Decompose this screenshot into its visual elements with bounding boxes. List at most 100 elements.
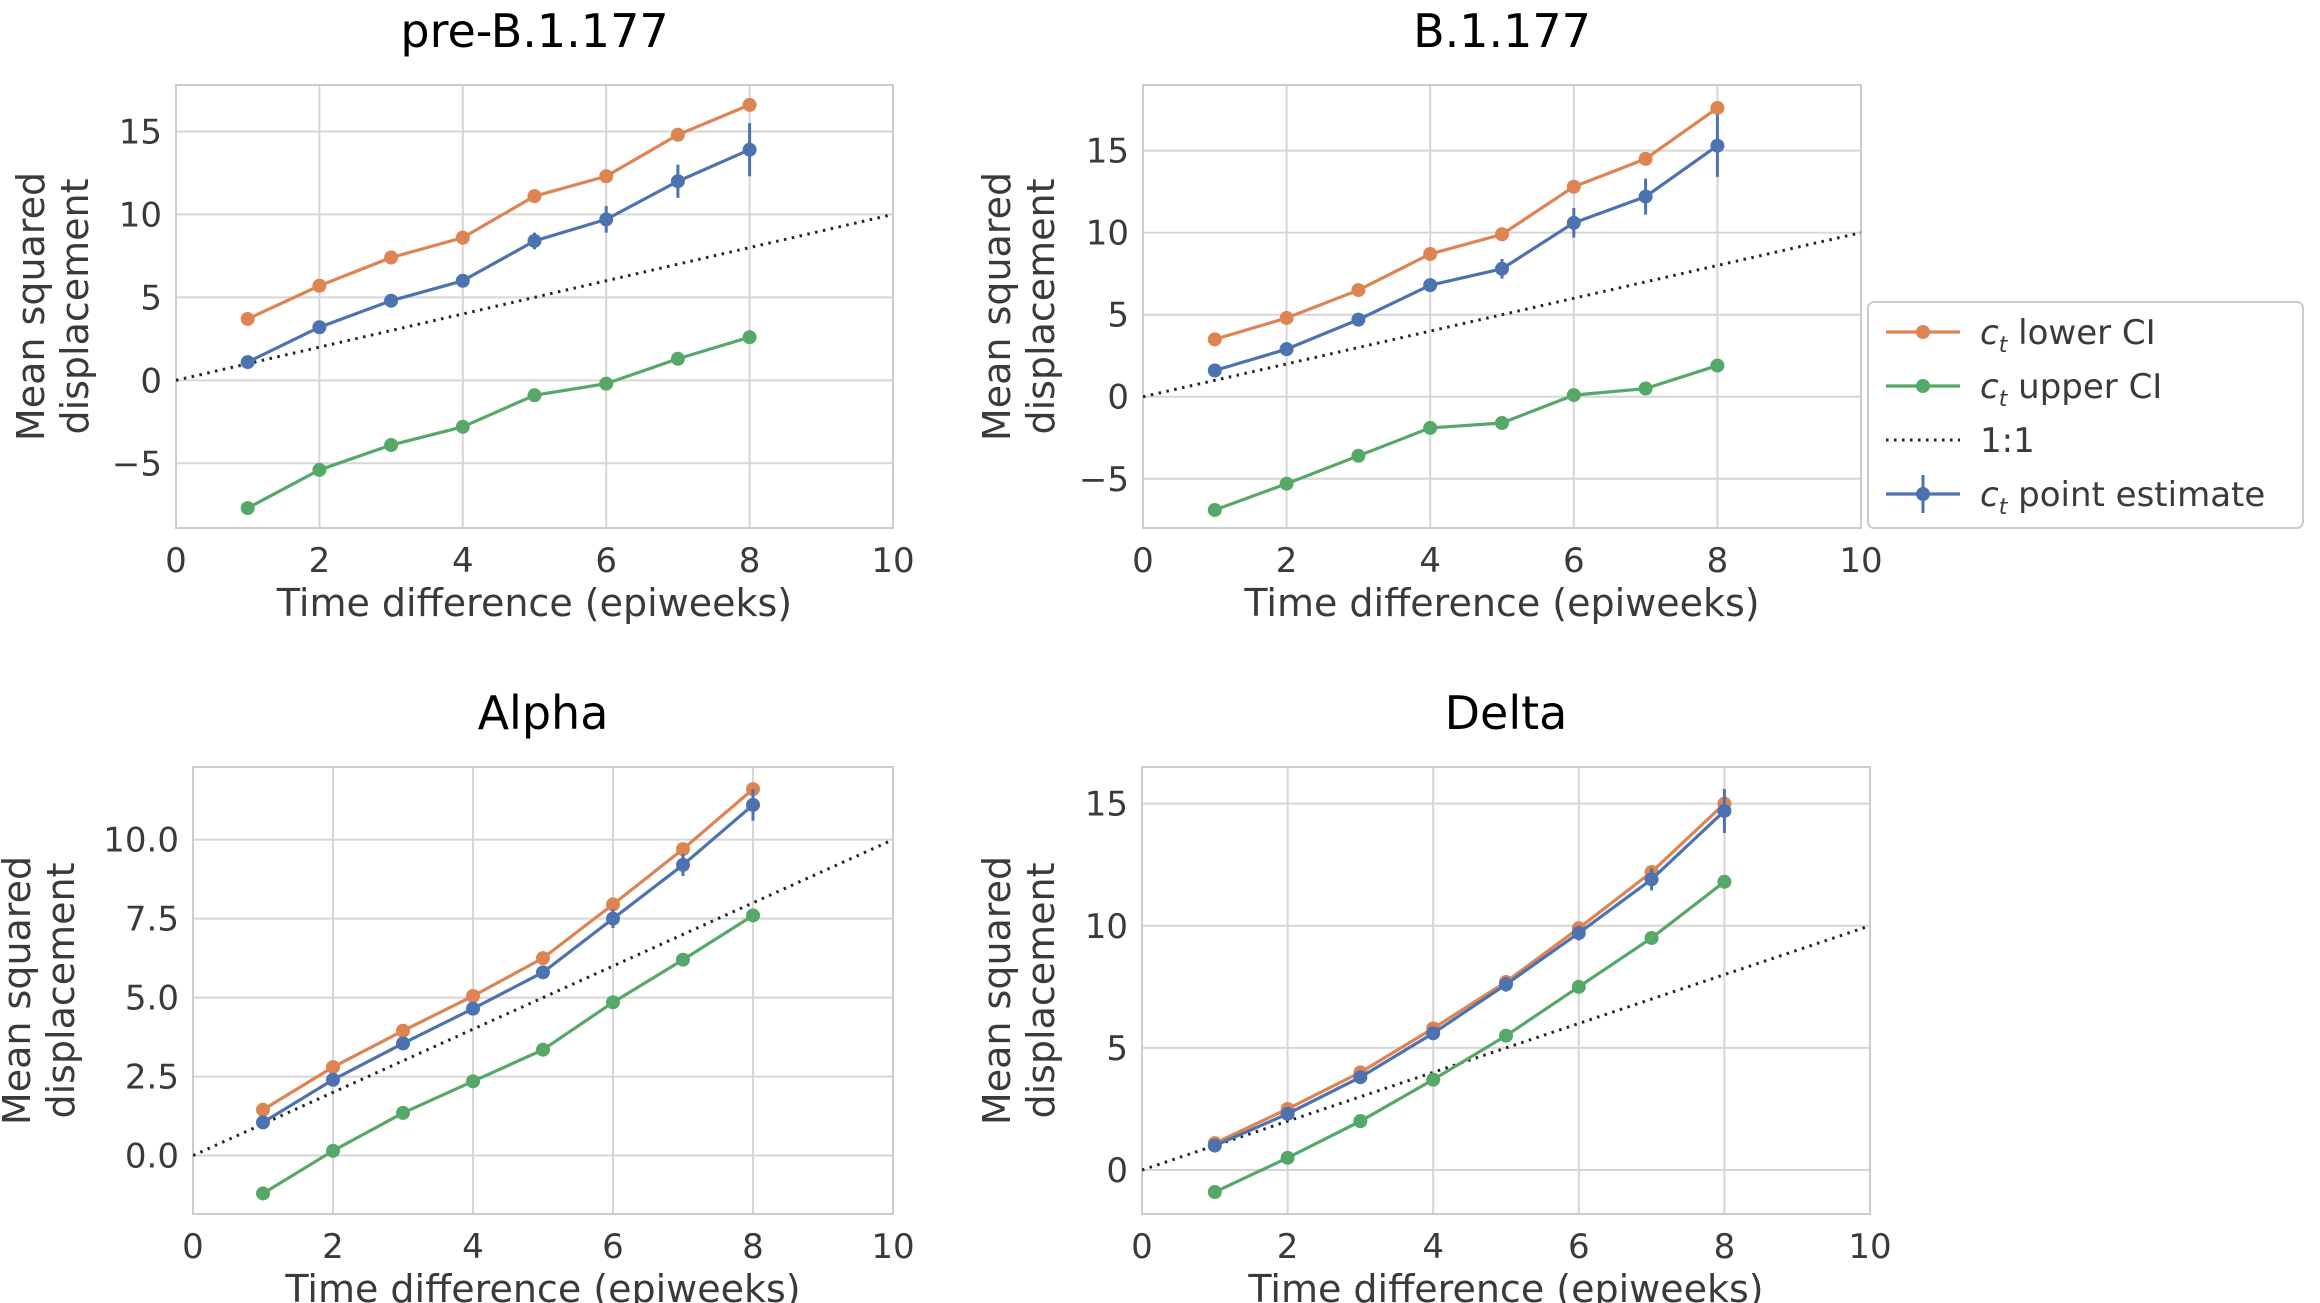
data-point-point: [742, 142, 757, 157]
data-point-upper: [1571, 979, 1586, 994]
data-point-point: [455, 273, 470, 288]
data-point-point: [312, 320, 327, 335]
data-point-upper: [1717, 874, 1732, 889]
data-point-lower: [1566, 179, 1581, 194]
data-point-upper: [599, 376, 614, 391]
legend-item-lower: ct lower CI: [1886, 313, 2156, 358]
data-point-upper: [312, 462, 327, 477]
y-tick-label: 15: [1086, 132, 1129, 172]
data-point-point: [1571, 926, 1586, 941]
x-tick-label: 10: [1839, 541, 1882, 581]
data-point-point: [606, 911, 620, 926]
data-point-point: [396, 1036, 410, 1051]
data-point-point: [536, 965, 550, 980]
y-tick-label: 0: [1106, 1151, 1128, 1191]
y-tick-label: 2.5: [125, 1058, 179, 1098]
y-axis-label: Mean squareddisplacement: [0, 856, 83, 1125]
data-point-upper: [1279, 476, 1294, 491]
data-point-upper: [536, 1042, 550, 1057]
x-tick-label: 2: [1276, 541, 1298, 581]
data-point-upper: [1638, 381, 1653, 396]
data-point-upper: [256, 1186, 270, 1201]
chart-panel-0: 0 2 4 6 8 10 −5 0 5 10 15 pre-B.1.177 Time differenc…: [9, 4, 915, 625]
x-tick-label: 6: [1568, 1227, 1590, 1267]
series-line-lower: [247, 103, 751, 321]
plot-area: [1142, 788, 1870, 1200]
chart-panel-1: 0 2 4 6 8 10 −5 0 5 10 15 B.1.177 Time difference (e…: [975, 4, 1883, 625]
data-point-lower: [527, 189, 542, 204]
legend: ct lower CI ct upper CI 1:1 ct point estima…: [1867, 301, 2304, 529]
y-tick-label: 15: [119, 112, 162, 152]
x-tick-label: 2: [1277, 1227, 1299, 1267]
y-tick-label: 0: [1107, 378, 1129, 418]
series-line-one: [1143, 231, 1861, 399]
series-line-upper: [246, 335, 751, 510]
plot-area: [193, 782, 893, 1201]
x-tick-label: 2: [309, 541, 331, 581]
y-tick-label: −5: [1079, 460, 1129, 500]
data-point-upper: [1426, 1072, 1441, 1087]
x-tick-label: 8: [739, 541, 761, 581]
data-point-lower: [599, 169, 614, 184]
data-point-point: [1499, 977, 1513, 992]
legend-box: [1867, 301, 2304, 529]
legend-label: ct point estimate: [1980, 475, 2265, 520]
data-point-upper: [1207, 1185, 1222, 1200]
legend-marker: [1916, 379, 1930, 393]
legend-item-point: ct point estimate: [1886, 475, 2265, 520]
x-tick-label: 4: [1422, 1227, 1444, 1267]
data-point-upper: [1644, 930, 1659, 945]
plot-frame: [1141, 766, 1871, 1215]
y-tick-label: 15: [1085, 785, 1128, 825]
data-point-point: [1423, 278, 1438, 293]
data-point-upper: [384, 438, 399, 453]
x-tick-label: 8: [742, 1227, 764, 1267]
plot-frame: [1142, 84, 1862, 529]
data-point-point: [1207, 363, 1222, 378]
plot-area: [176, 97, 893, 516]
legend-label: ct lower CI: [1980, 313, 2156, 358]
y-tick-label: 5: [1107, 296, 1129, 336]
data-point-lower: [396, 1023, 410, 1038]
legend-label: ct upper CI: [1980, 367, 2162, 412]
series-line-upper: [1214, 880, 1726, 1194]
data-point-point: [1638, 189, 1653, 204]
data-point-lower: [240, 311, 255, 326]
chart-panel-2: 0 2 4 6 8 10 0.0 2.5 5.0 7.5 10.0 Alpha Time differe…: [0, 686, 915, 1303]
x-tick-label: 10: [871, 1227, 914, 1267]
data-point-point: [384, 293, 399, 308]
data-point-point: [466, 1001, 480, 1016]
data-point-point: [256, 1115, 270, 1130]
data-point-upper: [1351, 448, 1366, 463]
plot-frame: [175, 84, 894, 529]
y-tick-label: 0: [140, 361, 162, 401]
data-point-upper: [1566, 388, 1581, 403]
x-tick-label: 4: [1419, 541, 1441, 581]
x-axis-label: Time difference (epiweeks): [276, 581, 792, 625]
data-point-point: [1426, 1026, 1441, 1041]
data-point-lower: [384, 250, 399, 265]
data-point-upper: [455, 419, 470, 434]
x-axis-label: Time difference (epiweeks): [1247, 1267, 1763, 1303]
x-tick-label: 6: [595, 541, 617, 581]
data-point-upper: [1710, 358, 1725, 373]
data-point-upper: [676, 952, 690, 967]
data-point-point: [746, 797, 760, 812]
data-point-lower: [1207, 332, 1222, 347]
data-point-lower: [1495, 227, 1509, 242]
x-tick-label: 2: [322, 1227, 344, 1267]
data-point-upper: [396, 1105, 410, 1120]
x-tick-label: 10: [871, 541, 914, 581]
data-point-lower: [1710, 100, 1725, 115]
data-point-point: [1351, 312, 1366, 327]
charts-group: 0 2 4 6 8 10 −5 0 5 10 15 pre-B.1.177 Time differenc…: [0, 4, 1892, 1303]
data-point-upper: [742, 330, 757, 345]
legend-item-one: 1:1: [1886, 421, 2035, 461]
series-line-upper: [262, 914, 754, 1195]
series-line-point: [1214, 809, 1726, 1148]
data-point-lower: [1423, 246, 1438, 261]
data-point-upper: [1280, 1150, 1295, 1165]
series-line-point: [262, 803, 755, 1124]
data-point-lower: [670, 127, 685, 142]
legend-label: 1:1: [1980, 421, 2035, 461]
